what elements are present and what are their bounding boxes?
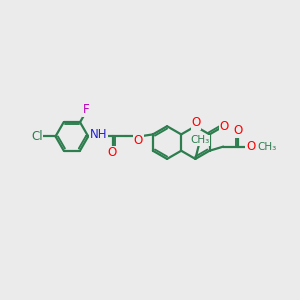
Text: O: O (108, 146, 117, 160)
Text: CH₃: CH₃ (190, 136, 209, 146)
Text: O: O (134, 134, 143, 147)
Text: O: O (246, 140, 255, 153)
Text: NH: NH (90, 128, 108, 141)
Text: O: O (234, 124, 243, 137)
Text: O: O (191, 116, 201, 129)
Text: Cl: Cl (31, 130, 43, 143)
Text: O: O (220, 120, 229, 133)
Text: CH₃: CH₃ (257, 142, 276, 152)
Text: F: F (83, 103, 90, 116)
